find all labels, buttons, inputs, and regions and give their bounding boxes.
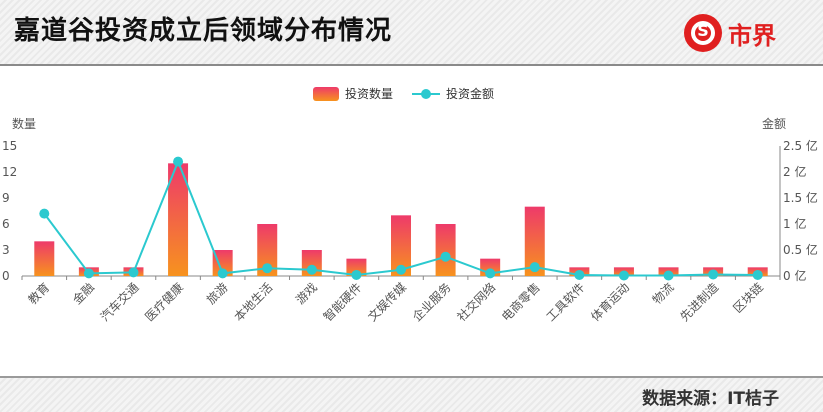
x-tick-label: 物流 — [650, 280, 677, 307]
line-point — [262, 263, 273, 274]
chart-legend: 投资数量 投资金额 — [313, 86, 494, 101]
footer-banner: 数据来源：IT桔子 — [0, 376, 823, 412]
line-point — [485, 268, 496, 279]
y-left-tick: 6 — [2, 217, 10, 231]
line-point — [351, 269, 362, 280]
line-point — [752, 269, 763, 280]
x-tick-label: 电商零售 — [498, 280, 543, 325]
x-axis-labels: 教育 金融 汽车交通 医疗健康 旅游 本地生活 游戏 智能硬件 文娱传媒 企业服务 社交网络 电商零售… — [25, 280, 766, 325]
line-point — [529, 262, 540, 273]
x-tick-label: 工具软件 — [544, 280, 588, 324]
line-point — [306, 264, 317, 275]
line-series — [39, 156, 763, 281]
x-tick-label: 游戏 — [293, 280, 320, 307]
y-left-tick: 12 — [2, 165, 17, 179]
line-point — [396, 264, 406, 275]
line-point — [618, 270, 629, 281]
x-tick-label: 智能硬件 — [320, 280, 365, 325]
y-left-tick: 0 — [2, 269, 10, 283]
bar-series — [34, 163, 768, 276]
chart-area: 投资数量 投资金额 数量 金额 0 3 6 9 12 15 0 亿 0.5 亿 1 亿 1.5 亿 2 亿… — [2, 86, 818, 325]
logo-letter: S — [697, 21, 709, 40]
y-right-tick: 1 亿 — [783, 216, 806, 231]
bar — [391, 215, 411, 276]
bar — [346, 258, 367, 276]
y-right-tick: 2.5 亿 — [783, 138, 818, 153]
x-tick-label: 旅游 — [204, 280, 231, 307]
x-tick-label: 教育 — [25, 280, 53, 308]
bar — [34, 241, 55, 276]
y-left-tick: 15 — [2, 139, 17, 153]
y-right-title: 金额 — [762, 116, 786, 131]
y-right-tick: 2 亿 — [783, 164, 806, 179]
x-tick-label: 社交网络 — [454, 280, 499, 325]
header-banner: 嘉道谷投资成立后领域分布情况 S 市界 — [0, 0, 823, 66]
line-point — [663, 270, 674, 281]
line-point — [128, 267, 139, 278]
x-tick-label: 文娱传媒 — [365, 280, 410, 325]
x-tick-label: 医疗健康 — [142, 280, 187, 325]
bar — [257, 224, 278, 276]
y-left-title: 数量 — [12, 116, 36, 131]
y-left-tick: 3 — [2, 243, 10, 257]
x-tick-label: 区块链 — [730, 280, 766, 316]
y-right-tick: 1.5 亿 — [783, 190, 818, 205]
line-point — [708, 269, 719, 280]
line-point — [173, 156, 184, 167]
logo-icon: S — [684, 14, 722, 52]
legend-line-marker — [421, 89, 431, 99]
logo-text: 市界 — [728, 21, 776, 50]
page-title: 嘉道谷投资成立后领域分布情况 — [14, 16, 393, 46]
data-source: 数据来源：IT桔子 — [642, 389, 779, 409]
bar — [168, 163, 189, 276]
legend-bar-swatch — [313, 87, 339, 101]
line-point — [217, 268, 228, 279]
x-tick-label: 体育运动 — [588, 280, 633, 325]
x-tick-label: 企业服务 — [409, 280, 454, 325]
x-tick-label: 先进制造 — [677, 280, 721, 324]
line-point — [39, 208, 50, 219]
x-tick-label: 本地生活 — [232, 280, 276, 324]
bar — [212, 250, 233, 276]
y-right-tick: 0.5 亿 — [783, 242, 818, 257]
legend-bar-label: 投资数量 — [345, 86, 393, 101]
bar — [524, 206, 545, 276]
y-left-tick: 9 — [2, 191, 10, 205]
line-point — [83, 268, 94, 279]
legend-line-label: 投资金额 — [446, 86, 494, 101]
line-point — [574, 269, 585, 280]
brand-logo: S 市界 — [684, 14, 776, 52]
x-tick-label: 汽车交通 — [97, 280, 142, 325]
line-point — [440, 251, 451, 262]
y-right-tick: 0 亿 — [783, 268, 806, 283]
bar — [435, 224, 456, 276]
x-tick-label: 金融 — [69, 280, 97, 308]
